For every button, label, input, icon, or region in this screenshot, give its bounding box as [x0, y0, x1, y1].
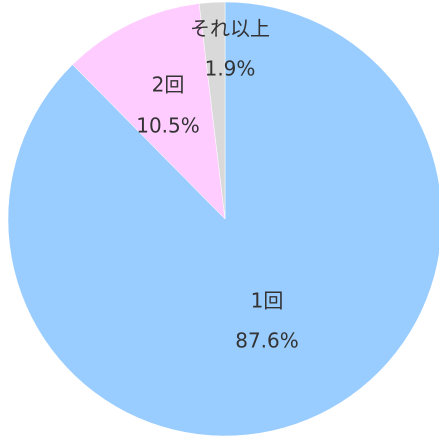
pie-slice: [7, 1, 439, 436]
slice-label: それ以上: [190, 17, 270, 41]
slice-label: 2回: [152, 73, 185, 97]
slice-value-label: 1.9%: [205, 57, 256, 81]
pie-slice: [198, 1, 226, 220]
slice-value-label: 10.5%: [136, 114, 200, 138]
slice-label: 1回: [251, 289, 284, 313]
slice-value-label: 87.6%: [235, 329, 299, 353]
pie-slice: [72, 3, 226, 220]
